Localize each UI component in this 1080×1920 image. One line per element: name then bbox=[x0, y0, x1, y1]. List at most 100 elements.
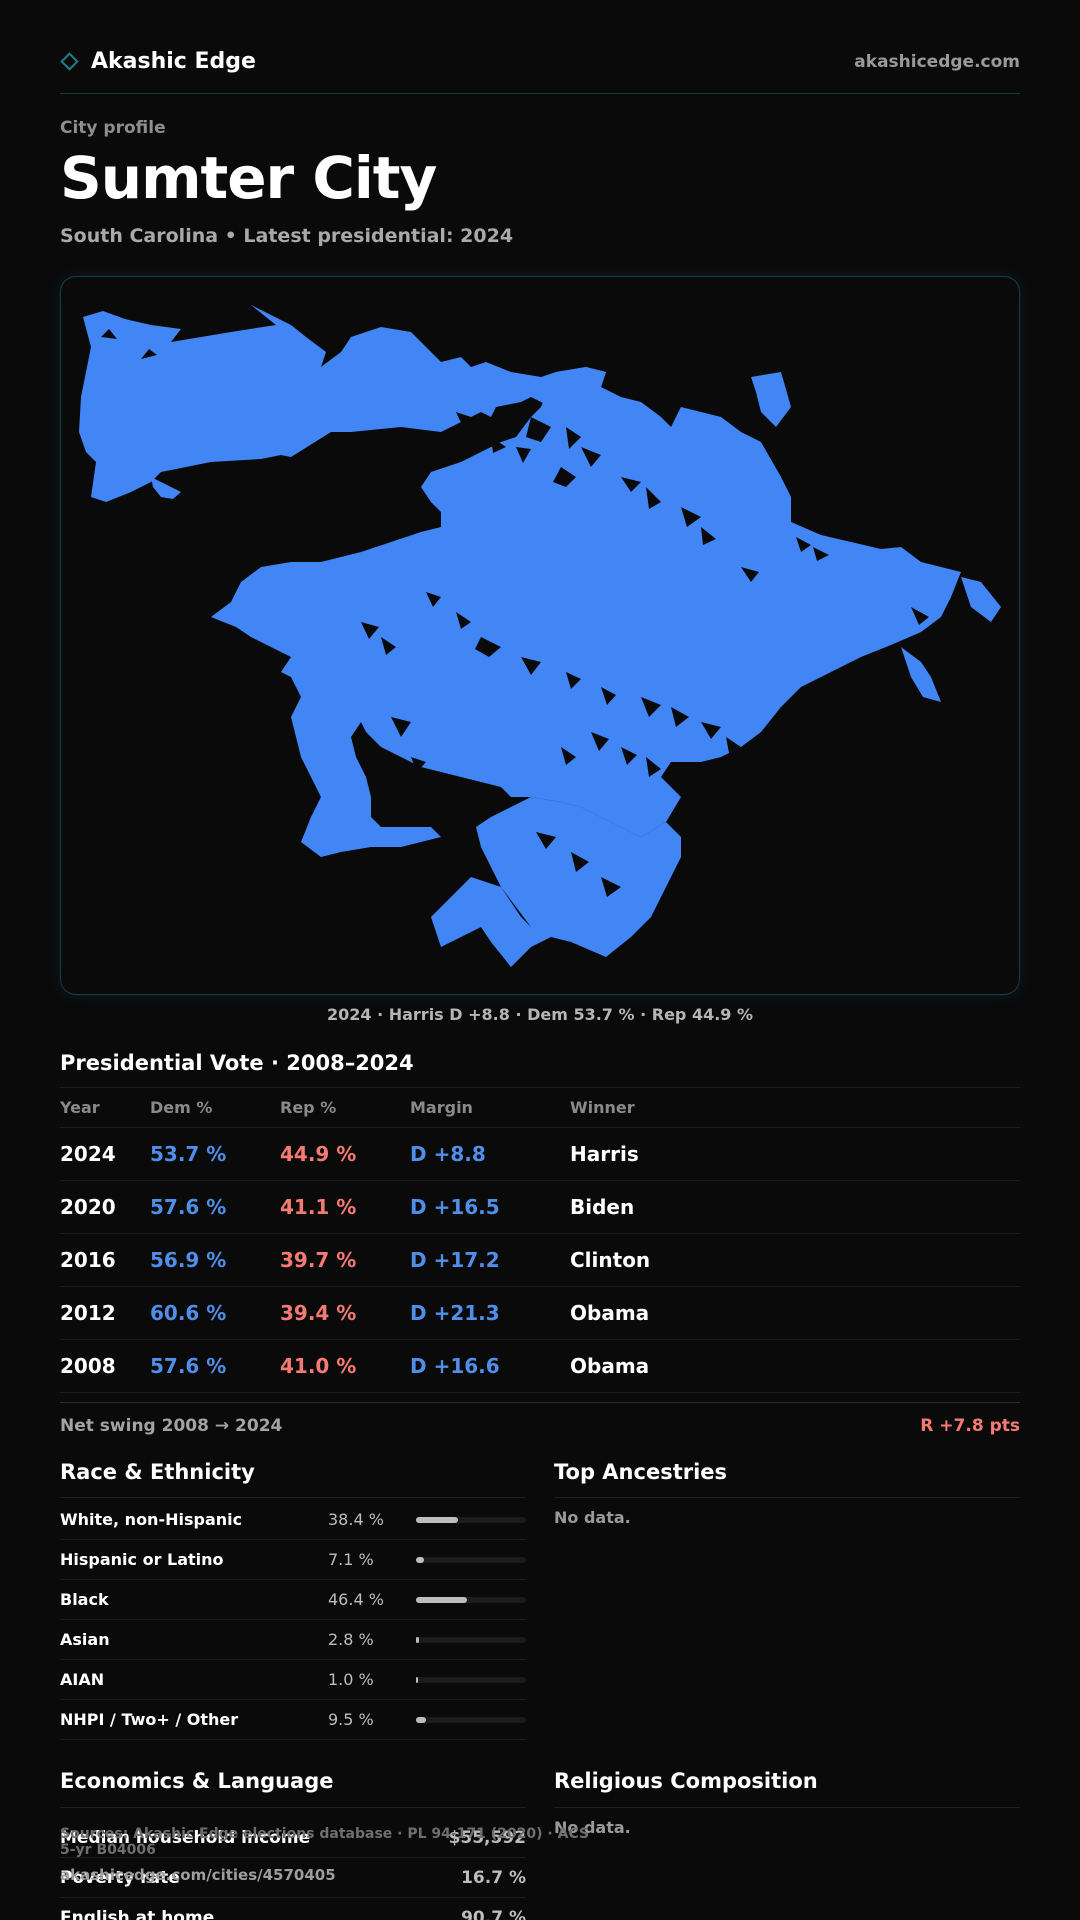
race-percent: 38.4 % bbox=[328, 1510, 384, 1529]
economics-value: 16.7 % bbox=[461, 1867, 526, 1888]
ancestries-section-title: Top Ancestries bbox=[554, 1460, 728, 1484]
ancestries-section-divider bbox=[554, 1497, 1020, 1498]
cell-rep: 39.4 % bbox=[280, 1301, 357, 1325]
race-share-fill bbox=[416, 1556, 424, 1563]
economics-label: Poverty rate bbox=[60, 1867, 180, 1888]
city-boundary-shape bbox=[79, 305, 1001, 967]
list-item: Poverty rate 16.7 % bbox=[60, 1858, 526, 1898]
footer-sources: Sources: Akashic Edge elections database… bbox=[60, 1826, 590, 1858]
ancestries-empty-state: No data. bbox=[554, 1508, 631, 1527]
race-label: Black bbox=[60, 1590, 109, 1609]
table-row: 2008 57.6 % 41.0 % D +16.6 Obama bbox=[60, 1340, 1020, 1393]
cell-rep: 44.9 % bbox=[280, 1142, 357, 1166]
list-item: White, non-Hispanic 38.4 % bbox=[60, 1500, 526, 1540]
economics-value: $55,592 bbox=[448, 1827, 526, 1848]
race-share-bar bbox=[416, 1716, 526, 1723]
site-header: Akashic Edge akashicedge.com bbox=[60, 44, 1020, 94]
cell-winner: Biden bbox=[570, 1195, 635, 1219]
list-item: Median household income $55,592 bbox=[60, 1818, 526, 1858]
cell-year: 2016 bbox=[60, 1248, 116, 1272]
race-section-title: Race & Ethnicity bbox=[60, 1460, 255, 1484]
cell-margin: D +8.8 bbox=[410, 1142, 486, 1166]
economics-label: Median household income bbox=[60, 1827, 311, 1848]
table-row: 2012 60.6 % 39.4 % D +21.3 Obama bbox=[60, 1287, 1020, 1340]
cell-year: 2012 bbox=[60, 1301, 116, 1325]
cell-winner: Obama bbox=[570, 1301, 650, 1325]
cell-margin: D +21.3 bbox=[410, 1301, 500, 1325]
column-header-winner: Winner bbox=[570, 1098, 635, 1117]
net-swing-label: Net swing 2008 → 2024 bbox=[60, 1416, 283, 1436]
cell-year: 2008 bbox=[60, 1354, 116, 1378]
cell-dem: 60.6 % bbox=[150, 1301, 227, 1325]
race-percent: 9.5 % bbox=[328, 1710, 374, 1729]
race-share-fill bbox=[416, 1516, 458, 1523]
economics-label: English at home bbox=[60, 1907, 215, 1920]
footer-link[interactable]: akashicedge.com/cities/4570405 bbox=[60, 1866, 336, 1884]
cell-winner: Obama bbox=[570, 1354, 650, 1378]
table-row: 2016 56.9 % 39.7 % D +17.2 Clinton bbox=[60, 1234, 1020, 1287]
vote-table: Year Dem % Rep % Margin Winner 2024 53.7… bbox=[60, 1087, 1020, 1393]
column-header-margin: Margin bbox=[410, 1098, 473, 1117]
list-item: Asian 2.8 % bbox=[60, 1620, 526, 1660]
map-caption: 2024 · Harris D +8.8 · Dem 53.7 % · Rep … bbox=[326, 1005, 754, 1024]
cell-rep: 41.1 % bbox=[280, 1195, 357, 1219]
site-link[interactable]: akashicedge.com bbox=[854, 51, 1020, 72]
list-item: Hispanic or Latino 7.1 % bbox=[60, 1540, 526, 1580]
table-row: 2020 57.6 % 41.1 % D +16.5 Biden bbox=[60, 1181, 1020, 1234]
religion-section-divider bbox=[554, 1807, 1020, 1808]
race-label: White, non-Hispanic bbox=[60, 1510, 243, 1529]
list-item: Black 46.4 % bbox=[60, 1580, 526, 1620]
race-percent: 1.0 % bbox=[328, 1670, 374, 1689]
economics-list: Median household income $55,592 Poverty … bbox=[60, 1818, 526, 1920]
cell-margin: D +16.6 bbox=[410, 1354, 500, 1378]
diamond-icon bbox=[60, 52, 79, 71]
page-title: Sumter City bbox=[60, 144, 437, 212]
list-item: English at home 90.7 % bbox=[60, 1898, 526, 1920]
race-share-fill bbox=[416, 1676, 418, 1683]
page-eyebrow: City profile bbox=[60, 118, 166, 138]
city-boundary-map bbox=[60, 276, 1020, 995]
race-label: NHPI / Two+ / Other bbox=[60, 1710, 239, 1729]
economics-value: 90.7 % bbox=[461, 1907, 526, 1920]
table-row: 2024 53.7 % 44.9 % D +8.8 Harris bbox=[60, 1128, 1020, 1181]
cell-margin: D +16.5 bbox=[410, 1195, 500, 1219]
cell-dem: 57.6 % bbox=[150, 1195, 227, 1219]
cell-rep: 41.0 % bbox=[280, 1354, 357, 1378]
cell-dem: 57.6 % bbox=[150, 1354, 227, 1378]
race-percent: 2.8 % bbox=[328, 1630, 374, 1649]
economics-section-title: Economics & Language bbox=[60, 1769, 334, 1793]
race-list: White, non-Hispanic 38.4 % Hispanic or L… bbox=[60, 1500, 526, 1740]
cell-winner: Harris bbox=[570, 1142, 639, 1166]
race-label: Asian bbox=[60, 1630, 110, 1649]
cell-dem: 53.7 % bbox=[150, 1142, 227, 1166]
cell-margin: D +17.2 bbox=[410, 1248, 500, 1272]
cell-winner: Clinton bbox=[570, 1248, 651, 1272]
race-share-fill bbox=[416, 1716, 426, 1723]
list-item: AIAN 1.0 % bbox=[60, 1660, 526, 1700]
list-item: NHPI / Two+ / Other 9.5 % bbox=[60, 1700, 526, 1740]
vote-section-title: Presidential Vote · 2008–2024 bbox=[60, 1051, 414, 1075]
race-percent: 7.1 % bbox=[328, 1550, 374, 1569]
race-share-bar bbox=[416, 1596, 526, 1603]
race-label: AIAN bbox=[60, 1670, 105, 1689]
cell-rep: 39.7 % bbox=[280, 1248, 357, 1272]
brand[interactable]: Akashic Edge bbox=[60, 49, 256, 74]
page-footer: Sources: Akashic Edge elections database… bbox=[60, 1826, 600, 1884]
religion-section-title: Religious Composition bbox=[554, 1769, 818, 1793]
race-share-fill bbox=[416, 1636, 419, 1643]
brand-name[interactable]: Akashic Edge bbox=[91, 49, 256, 74]
race-percent: 46.4 % bbox=[328, 1590, 384, 1609]
cell-year: 2020 bbox=[60, 1195, 116, 1219]
race-share-bar bbox=[416, 1556, 526, 1563]
net-swing: Net swing 2008 → 2024 R +7.8 pts bbox=[60, 1402, 1020, 1436]
economics-section-divider bbox=[60, 1807, 526, 1808]
net-swing-value: R +7.8 pts bbox=[920, 1416, 1020, 1436]
race-section-divider bbox=[60, 1497, 526, 1498]
column-header-rep: Rep % bbox=[280, 1098, 337, 1117]
column-header-dem: Dem % bbox=[150, 1098, 213, 1117]
cell-year: 2024 bbox=[60, 1142, 116, 1166]
race-share-bar bbox=[416, 1636, 526, 1643]
table-header-row: Year Dem % Rep % Margin Winner bbox=[60, 1088, 1020, 1128]
cell-dem: 56.9 % bbox=[150, 1248, 227, 1272]
race-share-bar bbox=[416, 1516, 526, 1523]
